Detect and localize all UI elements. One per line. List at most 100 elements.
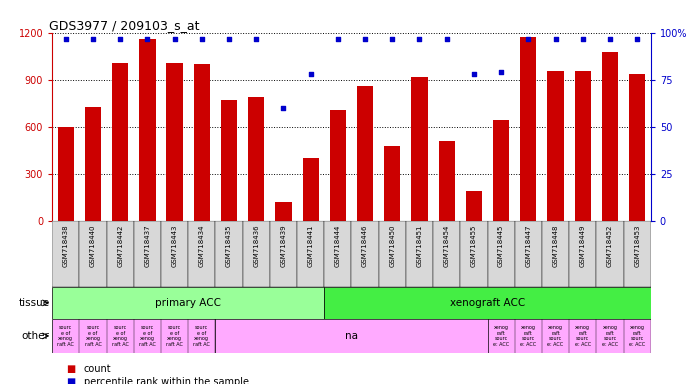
Text: tissue: tissue xyxy=(18,298,49,308)
Bar xyxy=(438,141,455,221)
Bar xyxy=(166,63,183,221)
Text: GSM718444: GSM718444 xyxy=(335,225,341,267)
Text: GSM718436: GSM718436 xyxy=(253,225,259,267)
Bar xyxy=(161,221,188,287)
Point xyxy=(496,70,507,76)
Bar xyxy=(351,221,379,287)
Bar xyxy=(193,65,210,221)
Text: xenog
raft
sourc
e: ACC: xenog raft sourc e: ACC xyxy=(521,325,537,347)
Point xyxy=(604,36,615,42)
Bar xyxy=(406,221,433,287)
Text: GSM718440: GSM718440 xyxy=(90,225,96,267)
Point xyxy=(251,36,262,42)
Text: xenog
raft
sourc
e: ACC: xenog raft sourc e: ACC xyxy=(548,325,564,347)
Point xyxy=(61,36,72,42)
Bar xyxy=(324,287,651,319)
Bar xyxy=(487,221,515,287)
Bar xyxy=(520,37,537,221)
Text: sourc
e of
xenog
raft AC: sourc e of xenog raft AC xyxy=(57,325,74,347)
Bar xyxy=(624,221,651,287)
Text: count: count xyxy=(84,364,111,374)
Point xyxy=(577,36,588,42)
Text: sourc
e of
xenog
raft AC: sourc e of xenog raft AC xyxy=(112,325,129,347)
Point xyxy=(88,36,99,42)
Bar xyxy=(330,110,346,221)
Text: GSM718434: GSM718434 xyxy=(199,225,205,267)
Bar xyxy=(248,97,264,221)
Bar xyxy=(357,86,373,221)
Text: GSM718439: GSM718439 xyxy=(280,225,287,267)
Bar xyxy=(270,221,297,287)
Bar xyxy=(493,120,509,221)
Point xyxy=(468,71,480,78)
Bar xyxy=(134,221,161,287)
Bar xyxy=(139,39,156,221)
Bar xyxy=(85,108,101,221)
Point xyxy=(414,36,425,42)
Text: ■: ■ xyxy=(66,364,75,374)
Bar xyxy=(575,71,591,221)
Bar xyxy=(276,202,292,221)
Bar xyxy=(58,127,74,221)
Bar xyxy=(384,146,400,221)
Text: GSM718447: GSM718447 xyxy=(525,225,531,267)
Point xyxy=(387,36,398,42)
Text: GSM718453: GSM718453 xyxy=(634,225,640,267)
Bar xyxy=(297,221,324,287)
Point xyxy=(631,36,642,42)
Text: GSM718438: GSM718438 xyxy=(63,225,69,267)
Bar xyxy=(602,52,618,221)
Bar xyxy=(433,221,460,287)
Bar xyxy=(79,221,106,287)
Point xyxy=(196,36,207,42)
Text: other: other xyxy=(22,331,49,341)
Text: GSM718435: GSM718435 xyxy=(226,225,232,267)
Bar xyxy=(52,221,79,287)
Text: xenog
raft
sourc
e: ACC: xenog raft sourc e: ACC xyxy=(493,325,509,347)
Bar xyxy=(188,221,216,287)
Text: sourc
e of
xenog
raft AC: sourc e of xenog raft AC xyxy=(139,325,156,347)
Point xyxy=(115,36,126,42)
Point xyxy=(332,36,343,42)
Text: GSM718437: GSM718437 xyxy=(145,225,150,267)
Text: xenog
raft
sourc
e: ACC: xenog raft sourc e: ACC xyxy=(575,325,591,347)
Bar xyxy=(629,74,645,221)
Text: sourc
e of
xenog
raft AC: sourc e of xenog raft AC xyxy=(85,325,102,347)
Bar xyxy=(515,221,542,287)
Text: sourc
e of
xenog
raft AC: sourc e of xenog raft AC xyxy=(193,325,210,347)
Text: xenog
raft
sourc
e: ACC: xenog raft sourc e: ACC xyxy=(602,325,618,347)
Text: GSM718443: GSM718443 xyxy=(172,225,177,267)
Text: GSM718445: GSM718445 xyxy=(498,225,504,267)
Bar xyxy=(460,221,487,287)
Text: GSM718452: GSM718452 xyxy=(607,225,613,267)
Bar xyxy=(379,221,406,287)
Point xyxy=(360,36,371,42)
Bar xyxy=(596,221,624,287)
Point xyxy=(523,36,534,42)
Point xyxy=(441,36,452,42)
Point xyxy=(278,105,289,111)
Text: GSM718450: GSM718450 xyxy=(389,225,395,267)
Bar xyxy=(52,287,324,319)
Text: GSM718448: GSM718448 xyxy=(553,225,558,267)
Text: GSM718449: GSM718449 xyxy=(580,225,586,267)
Text: GSM718446: GSM718446 xyxy=(362,225,368,267)
Bar xyxy=(411,77,427,221)
Text: ■: ■ xyxy=(66,377,75,384)
Bar xyxy=(542,221,569,287)
Text: sourc
e of
xenog
raft AC: sourc e of xenog raft AC xyxy=(166,325,183,347)
Point xyxy=(142,36,153,42)
Point xyxy=(550,36,561,42)
Text: na: na xyxy=(345,331,358,341)
Text: GSM718455: GSM718455 xyxy=(471,225,477,267)
Bar xyxy=(569,221,596,287)
Point xyxy=(305,71,316,78)
Bar xyxy=(243,221,270,287)
Bar xyxy=(547,71,564,221)
Bar xyxy=(303,159,319,221)
Text: GSM718454: GSM718454 xyxy=(444,225,450,267)
Text: GDS3977 / 209103_s_at: GDS3977 / 209103_s_at xyxy=(49,19,200,32)
Text: GSM718441: GSM718441 xyxy=(308,225,314,267)
Bar xyxy=(466,190,482,221)
Bar xyxy=(324,221,351,287)
